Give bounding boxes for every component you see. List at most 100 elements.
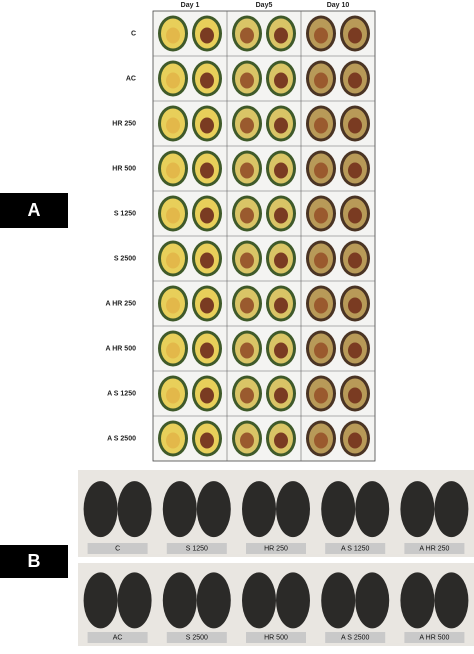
avocado-seed <box>240 342 254 359</box>
avocado-seed <box>200 117 214 134</box>
avocado-seed <box>274 117 288 134</box>
avocado-seed <box>274 72 288 89</box>
avocado-seed <box>314 432 328 449</box>
sample-label: A S 2500 <box>341 634 370 641</box>
avocado-seed <box>200 387 214 404</box>
avocado-seed <box>200 27 214 44</box>
avocado-seed <box>314 297 328 314</box>
label-tag <box>325 632 386 643</box>
whole-avocado <box>162 481 197 538</box>
avocado-seed <box>314 117 328 134</box>
avocado-seed <box>348 342 362 359</box>
label-tag <box>325 543 386 554</box>
row-label: S 2500 <box>114 255 136 262</box>
label-tag <box>246 632 306 643</box>
avocado-seed <box>200 207 214 224</box>
column-header: Day 1 <box>181 2 200 9</box>
whole-avocado <box>117 572 152 629</box>
avocado-seed <box>200 297 214 314</box>
avocado-seed <box>200 72 214 89</box>
avocado-seed <box>348 387 362 404</box>
label-tag <box>87 632 148 643</box>
sample-label: A HR 250 <box>419 545 449 552</box>
avocado-seed <box>166 342 180 359</box>
avocado-seed <box>200 252 214 269</box>
whole-avocado <box>434 572 469 629</box>
avocado-seed <box>348 207 362 224</box>
avocado-seed <box>166 252 180 269</box>
sample-label: S 2500 <box>186 634 208 641</box>
whole-avocado <box>276 572 310 629</box>
row-label: A S 2500 <box>107 435 136 442</box>
avocado-seed <box>274 207 288 224</box>
panel-b-label: B <box>28 551 41 571</box>
sample-label: S 1250 <box>186 545 208 552</box>
whole-avocado <box>400 572 435 629</box>
avocado-seed <box>240 297 254 314</box>
label-tag <box>166 543 227 554</box>
whole-avocado <box>83 481 118 538</box>
avocado-seed <box>314 72 328 89</box>
whole-avocado <box>434 481 469 538</box>
row-label: HR 250 <box>112 120 136 127</box>
whole-avocado <box>117 481 152 538</box>
sample-label: A HR 500 <box>419 634 449 641</box>
avocado-seed <box>240 252 254 269</box>
whole-avocado <box>276 481 310 538</box>
label-tag <box>404 632 465 643</box>
photo-strips: C S 1250 HR 250 A S 1250 A HR 250 AC S 2500 HR … <box>78 470 474 646</box>
label-tag <box>166 632 227 643</box>
whole-avocado <box>242 481 276 538</box>
panel-a-badge <box>0 193 68 228</box>
whole-avocado <box>321 572 356 629</box>
row-label: A S 1250 <box>107 390 136 397</box>
whole-avocado <box>196 481 231 538</box>
avocado-seed <box>314 162 328 179</box>
row-label: AC <box>126 75 136 82</box>
avocado-seed <box>166 117 180 134</box>
avocado-seed <box>166 27 180 44</box>
row-label: A HR 500 <box>106 345 137 352</box>
avocado-seed <box>348 252 362 269</box>
avocado-seed <box>348 117 362 134</box>
whole-avocado <box>321 481 356 538</box>
label-tag <box>246 543 306 554</box>
label-tag <box>404 543 465 554</box>
avocado-seed <box>274 297 288 314</box>
avocado-seed <box>240 72 254 89</box>
avocado-seed <box>240 387 254 404</box>
column-header: Day 10 <box>327 2 350 9</box>
avocado-seed <box>314 252 328 269</box>
avocado-seed <box>240 162 254 179</box>
avocado-seed <box>166 72 180 89</box>
avocado-seed <box>314 342 328 359</box>
sample-label: A S 1250 <box>341 545 370 552</box>
label-tag <box>87 543 148 554</box>
whole-avocado <box>242 572 276 629</box>
avocado-seed <box>348 297 362 314</box>
avocado-seed <box>274 342 288 359</box>
avocado-seed <box>348 72 362 89</box>
avocado-seed <box>274 27 288 44</box>
photo-grid: Day 1 Day5 Day 10 C AC HR 250 HR 500 S 1250 S 25… <box>106 2 376 462</box>
avocado-seed <box>240 207 254 224</box>
avocado-seed <box>348 432 362 449</box>
avocado-seed <box>274 387 288 404</box>
avocado-seed <box>200 432 214 449</box>
sample-label: C <box>115 545 120 552</box>
sample-label: AC <box>113 634 123 641</box>
row-label: C <box>131 30 136 37</box>
avocado-seed <box>314 27 328 44</box>
avocado-seed <box>240 432 254 449</box>
avocado-seed <box>166 432 180 449</box>
whole-avocado <box>355 572 390 629</box>
row-label: A HR 250 <box>106 300 137 307</box>
avocado-seed <box>348 162 362 179</box>
panel-b-badge <box>0 545 68 578</box>
whole-avocado <box>355 481 390 538</box>
avocado-seed <box>314 207 328 224</box>
avocado-seed <box>314 387 328 404</box>
avocado-seed <box>166 162 180 179</box>
avocado-seed <box>200 342 214 359</box>
column-header: Day5 <box>256 2 273 9</box>
